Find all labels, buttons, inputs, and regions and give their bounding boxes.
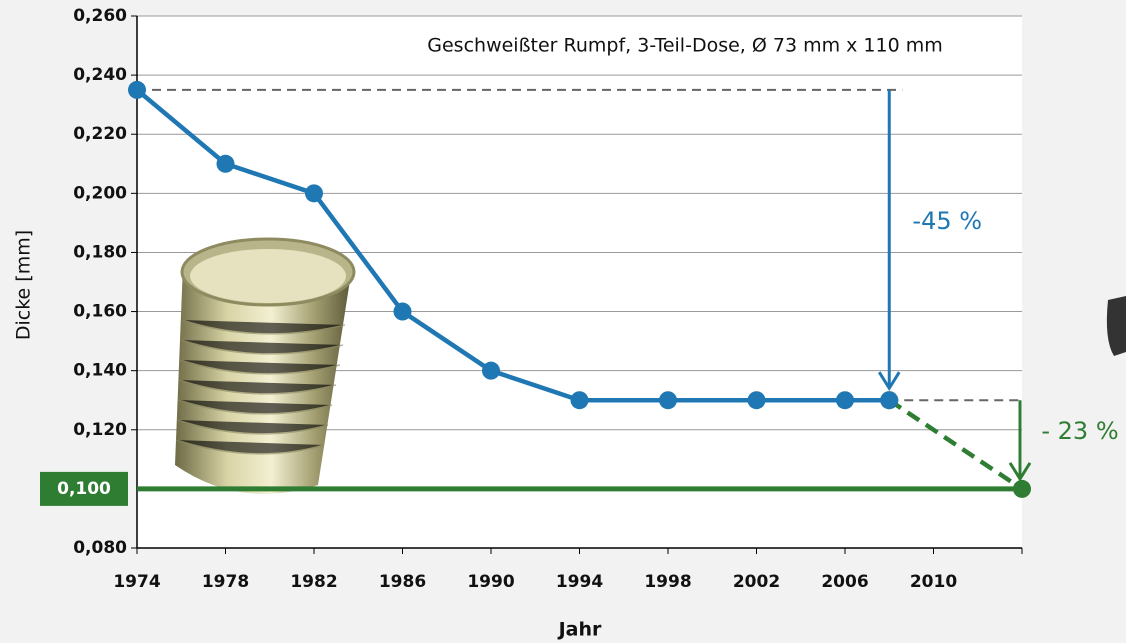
y-tick-label: 0,120: [73, 420, 127, 440]
y-tick-label: 0,240: [73, 65, 127, 85]
data-point: [1013, 480, 1031, 498]
x-tick-label: 1982: [290, 572, 337, 592]
data-point: [305, 184, 323, 202]
chart: Geschweißter Rumpf, 3-Teil-Dose, Ø 73 mm…: [0, 0, 1126, 643]
target-label: 0,100: [57, 479, 111, 499]
y-tick-label: 0,220: [73, 124, 127, 144]
y-tick-label: 0,160: [73, 302, 127, 322]
data-point: [659, 391, 677, 409]
y-tick-label: 0,080: [73, 538, 127, 558]
change-label: -45 %: [912, 207, 982, 235]
data-point: [880, 391, 898, 409]
x-tick-label: 2010: [910, 572, 957, 592]
x-tick-label: 1986: [379, 572, 426, 592]
data-point: [482, 362, 500, 380]
x-tick-label: 1974: [113, 572, 160, 592]
x-axis-title: Jahr: [557, 619, 602, 641]
y-axis-title: Dicke [mm]: [13, 230, 35, 340]
x-tick-label: 1978: [202, 572, 249, 592]
y-tick-label: 0,140: [73, 361, 127, 381]
change-label: - 23 %: [1041, 417, 1118, 445]
data-point: [836, 391, 854, 409]
data-point: [217, 155, 235, 173]
x-tick-label: 1998: [644, 572, 691, 592]
annotation: Geschweißter Rumpf, 3-Teil-Dose, Ø 73 mm…: [427, 35, 942, 57]
x-tick-label: 2006: [821, 572, 868, 592]
x-tick-label: 1990: [467, 572, 514, 592]
x-tick-label: 2002: [733, 572, 780, 592]
y-tick-label: 0,180: [73, 242, 127, 262]
data-point: [571, 391, 589, 409]
y-tick-label: 0,260: [73, 6, 127, 26]
partial-object: [1107, 296, 1126, 356]
data-point: [128, 81, 146, 99]
x-tick-label: 1994: [556, 572, 603, 592]
y-tick-label: 0,200: [73, 183, 127, 203]
data-point: [748, 391, 766, 409]
data-point: [394, 303, 412, 321]
